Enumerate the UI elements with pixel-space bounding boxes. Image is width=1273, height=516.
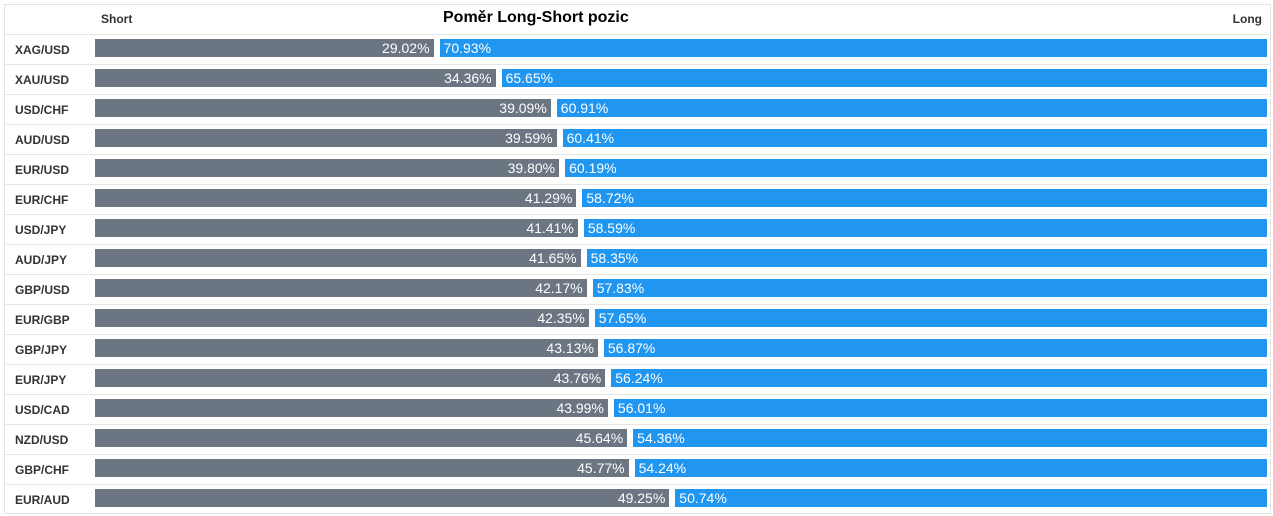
pair-label: GBP/JPY [15,343,68,357]
long-bar: 60.19% [565,159,1267,177]
chart-header: Short Poměr Long-Short pozic Long [0,0,1273,34]
table-row: NZD/USD 45.64% 54.36% [5,424,1269,454]
pair-label: EUR/AUD [15,493,70,507]
short-bar: 43.76% [95,369,606,387]
short-bar: 29.02% [95,39,434,57]
short-bar: 39.09% [95,99,551,117]
long-bar: 56.24% [611,369,1267,387]
pair-label: USD/JPY [15,223,67,237]
short-bar: 43.13% [95,339,598,357]
long-bar: 58.35% [586,249,1267,267]
pair-label: EUR/CHF [15,193,69,207]
table-row: USD/JPY 41.41% 58.59% [5,214,1269,244]
table-row: AUD/USD 39.59% 60.41% [5,124,1269,154]
long-axis-label: Long [1232,12,1262,26]
short-bar: 39.80% [95,159,560,177]
pair-label: AUD/USD [15,133,70,147]
short-bar: 39.59% [95,129,557,147]
chart-frame [4,4,1271,514]
long-bar: 58.72% [582,189,1267,207]
table-row: EUR/GBP 42.35% 57.65% [5,304,1269,334]
long-bar: 58.59% [583,219,1267,237]
pair-label: NZD/USD [15,433,69,447]
short-bar: 41.29% [95,189,577,207]
table-row: AUD/JPY 41.65% 58.35% [5,244,1269,274]
short-bar: 42.17% [95,279,587,297]
pair-label: EUR/JPY [15,373,67,387]
table-row: GBP/USD 42.17% 57.83% [5,274,1269,304]
long-bar: 56.87% [603,339,1267,357]
long-bar: 57.83% [592,279,1267,297]
short-bar: 45.64% [95,429,628,447]
pair-label: XAU/USD [15,73,70,87]
pair-label: GBP/USD [15,283,70,297]
short-bar: 43.99% [95,399,608,417]
table-row: EUR/USD 39.80% 60.19% [5,154,1269,184]
pair-label: EUR/USD [15,163,70,177]
pair-label: GBP/CHF [15,463,69,477]
pair-label: USD/CHF [15,103,69,117]
table-row: XAG/USD 29.02% 70.93% [5,34,1269,64]
table-row: USD/CHF 39.09% 60.91% [5,94,1269,124]
long-bar: 70.93% [439,39,1267,57]
chart-title: Poměr Long-Short pozic [443,9,629,26]
pair-label: AUD/JPY [15,253,68,267]
table-row: XAU/USD 34.36% 65.65% [5,64,1269,94]
short-bar: 42.35% [95,309,589,327]
table-row: EUR/AUD 49.25% 50.74% [5,484,1269,514]
long-bar: 65.65% [501,69,1267,87]
pair-label: XAG/USD [15,43,70,57]
pair-label: USD/CAD [15,403,70,417]
pair-label: EUR/GBP [15,313,70,327]
short-bar: 41.41% [95,219,578,237]
short-bar: 34.36% [95,69,496,87]
table-row: GBP/JPY 43.13% 56.87% [5,334,1269,364]
short-bar: 45.77% [95,459,629,477]
long-bar: 54.24% [634,459,1267,477]
long-bar: 56.01% [613,399,1267,417]
long-bar: 60.91% [556,99,1267,117]
short-bar: 41.65% [95,249,581,267]
table-row: EUR/JPY 43.76% 56.24% [5,364,1269,394]
table-row: EUR/CHF 41.29% 58.72% [5,184,1269,214]
table-row: GBP/CHF 45.77% 54.24% [5,454,1269,484]
long-bar: 60.41% [562,129,1267,147]
short-bar: 49.25% [95,489,670,507]
long-bar: 54.36% [633,429,1267,447]
short-axis-label: Short [101,12,133,26]
table-row: USD/CAD 43.99% 56.01% [5,394,1269,424]
long-bar: 50.74% [675,489,1267,507]
long-bar: 57.65% [594,309,1267,327]
